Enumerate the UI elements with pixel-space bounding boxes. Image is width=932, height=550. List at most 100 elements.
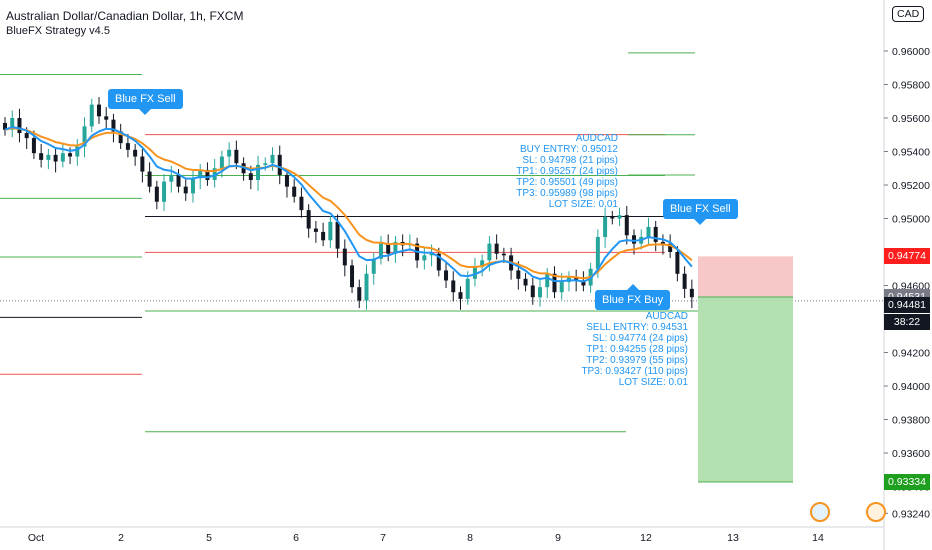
bull-candle xyxy=(270,154,275,164)
bear-candle xyxy=(386,243,391,254)
bull-candle xyxy=(169,174,174,182)
time-tick-label: 2 xyxy=(118,532,124,544)
price-tick-label: 0.93600 xyxy=(892,448,930,460)
bull-candle xyxy=(198,169,203,179)
bull-candle xyxy=(371,258,376,274)
bear-candle xyxy=(154,186,159,202)
bear-candle xyxy=(118,131,123,144)
bull-candle xyxy=(378,243,383,259)
bear-candle xyxy=(140,156,145,172)
moving-averages xyxy=(4,126,693,283)
bull-candle xyxy=(393,241,398,254)
sell-trade-info: AUDCAD SELL ENTRY: 0.94531 SL: 0.94774 (24… xyxy=(581,311,688,388)
bear-candle xyxy=(335,221,340,249)
bear-candle xyxy=(321,231,326,241)
bull-candle xyxy=(465,278,470,299)
bull-candle xyxy=(429,253,434,256)
bear-candle xyxy=(53,154,58,162)
trade-info-line: SL: 0.94798 (21 pips) xyxy=(522,155,618,166)
bull-candle xyxy=(212,168,217,180)
bear-candle xyxy=(176,174,181,187)
bear-candle xyxy=(689,288,694,298)
bull-candle xyxy=(364,273,369,301)
bear-candle xyxy=(552,273,557,293)
bar-countdown-label: 38:22 xyxy=(884,314,930,331)
bull-candle xyxy=(487,243,492,261)
trade-info-line: TP3: 0.93427 (110 pips) xyxy=(581,366,688,377)
bear-candle xyxy=(17,118,22,134)
risk-reward-box xyxy=(698,256,793,483)
bear-candle xyxy=(632,235,637,244)
price-tick-label: 0.94000 xyxy=(892,381,930,393)
price-tick-label: 0.95600 xyxy=(892,113,930,125)
bull-candle xyxy=(46,154,51,160)
price-tick-label: 0.93240 xyxy=(892,508,930,520)
bear-candle xyxy=(31,138,36,154)
bull-candle xyxy=(75,146,80,157)
slow-moving-average xyxy=(4,127,693,280)
fast-moving-average xyxy=(4,126,693,283)
price-tick-label: 0.95400 xyxy=(892,147,930,159)
bull-candle xyxy=(256,164,261,180)
bull-candle xyxy=(162,181,167,202)
bull-candle xyxy=(422,255,427,261)
price-tick-label: 0.95200 xyxy=(892,180,930,192)
bear-candle xyxy=(501,253,506,256)
bear-candle xyxy=(3,123,7,130)
trade-info-line: AUDCAD xyxy=(575,133,618,144)
trade-info-line: BUY ENTRY: 0.95012 xyxy=(519,144,618,155)
bear-candle xyxy=(147,171,152,187)
bear-candle xyxy=(494,243,499,254)
bear-candle xyxy=(68,153,73,157)
time-tick-label: 14 xyxy=(812,532,824,544)
bull-candle xyxy=(538,287,543,298)
time-tick-label: 7 xyxy=(380,532,386,544)
bear-candle xyxy=(24,133,29,139)
bear-candle xyxy=(248,173,253,180)
bull-candle xyxy=(595,236,600,269)
price-tick-label: 0.95000 xyxy=(892,214,930,226)
time-axis: Oct 2 5 6 7 8 9 12 13 14 xyxy=(0,526,884,544)
currency-badge[interactable]: CAD xyxy=(892,6,925,22)
bull-candle xyxy=(545,273,550,288)
trade-info-line: TP2: 0.95501 (49 pips) xyxy=(516,177,618,188)
bear-candle xyxy=(342,248,347,266)
trade-info-line: TP3: 0.95989 (98 pips) xyxy=(516,188,618,199)
bear-candle xyxy=(530,285,535,298)
timezone-icon[interactable] xyxy=(810,502,830,522)
buy-signal-callout: Blue FX Buy xyxy=(595,284,671,310)
indicator-name: BlueFX Strategy v4.5 xyxy=(6,25,110,37)
bull-candle xyxy=(480,260,485,268)
time-tick-label: 6 xyxy=(293,532,299,544)
bear-candle xyxy=(668,243,673,252)
bear-candle xyxy=(234,149,239,164)
bull-candle xyxy=(328,221,333,241)
bear-candle xyxy=(205,169,210,180)
bear-candle xyxy=(277,154,282,175)
price-tick-label: 0.94200 xyxy=(892,348,930,360)
bear-candle xyxy=(350,265,355,288)
bull-candle xyxy=(89,104,94,127)
bear-candle xyxy=(610,216,615,219)
stop-price-label: 0.94774 xyxy=(884,248,930,265)
stop-zone xyxy=(698,256,793,298)
replay-icon[interactable] xyxy=(866,502,886,522)
bear-candle xyxy=(183,186,188,194)
bear-candle xyxy=(675,252,680,274)
time-tick-label: Oct xyxy=(28,532,44,544)
bear-candle xyxy=(653,226,658,242)
bid-price-label: 0.94481 xyxy=(884,297,930,314)
time-tick-label: 8 xyxy=(467,532,473,544)
price-axis: 0.96000 0.95800 0.95600 0.95400 0.95200 0.950… xyxy=(883,0,930,550)
bull-candle xyxy=(82,126,87,147)
bear-candle xyxy=(284,174,289,187)
bear-candle xyxy=(581,280,586,286)
target-zone xyxy=(698,297,793,482)
bull-candle xyxy=(472,267,477,279)
bull-candle xyxy=(60,153,65,162)
trade-info-line: TP1: 0.95257 (24 pips) xyxy=(516,166,618,177)
symbol-title: Australian Dollar/Canadian Dollar, 1h, F… xyxy=(6,9,244,23)
trade-info-line: SL: 0.94774 (24 pips) xyxy=(592,333,688,344)
time-tick-label: 5 xyxy=(206,532,212,544)
